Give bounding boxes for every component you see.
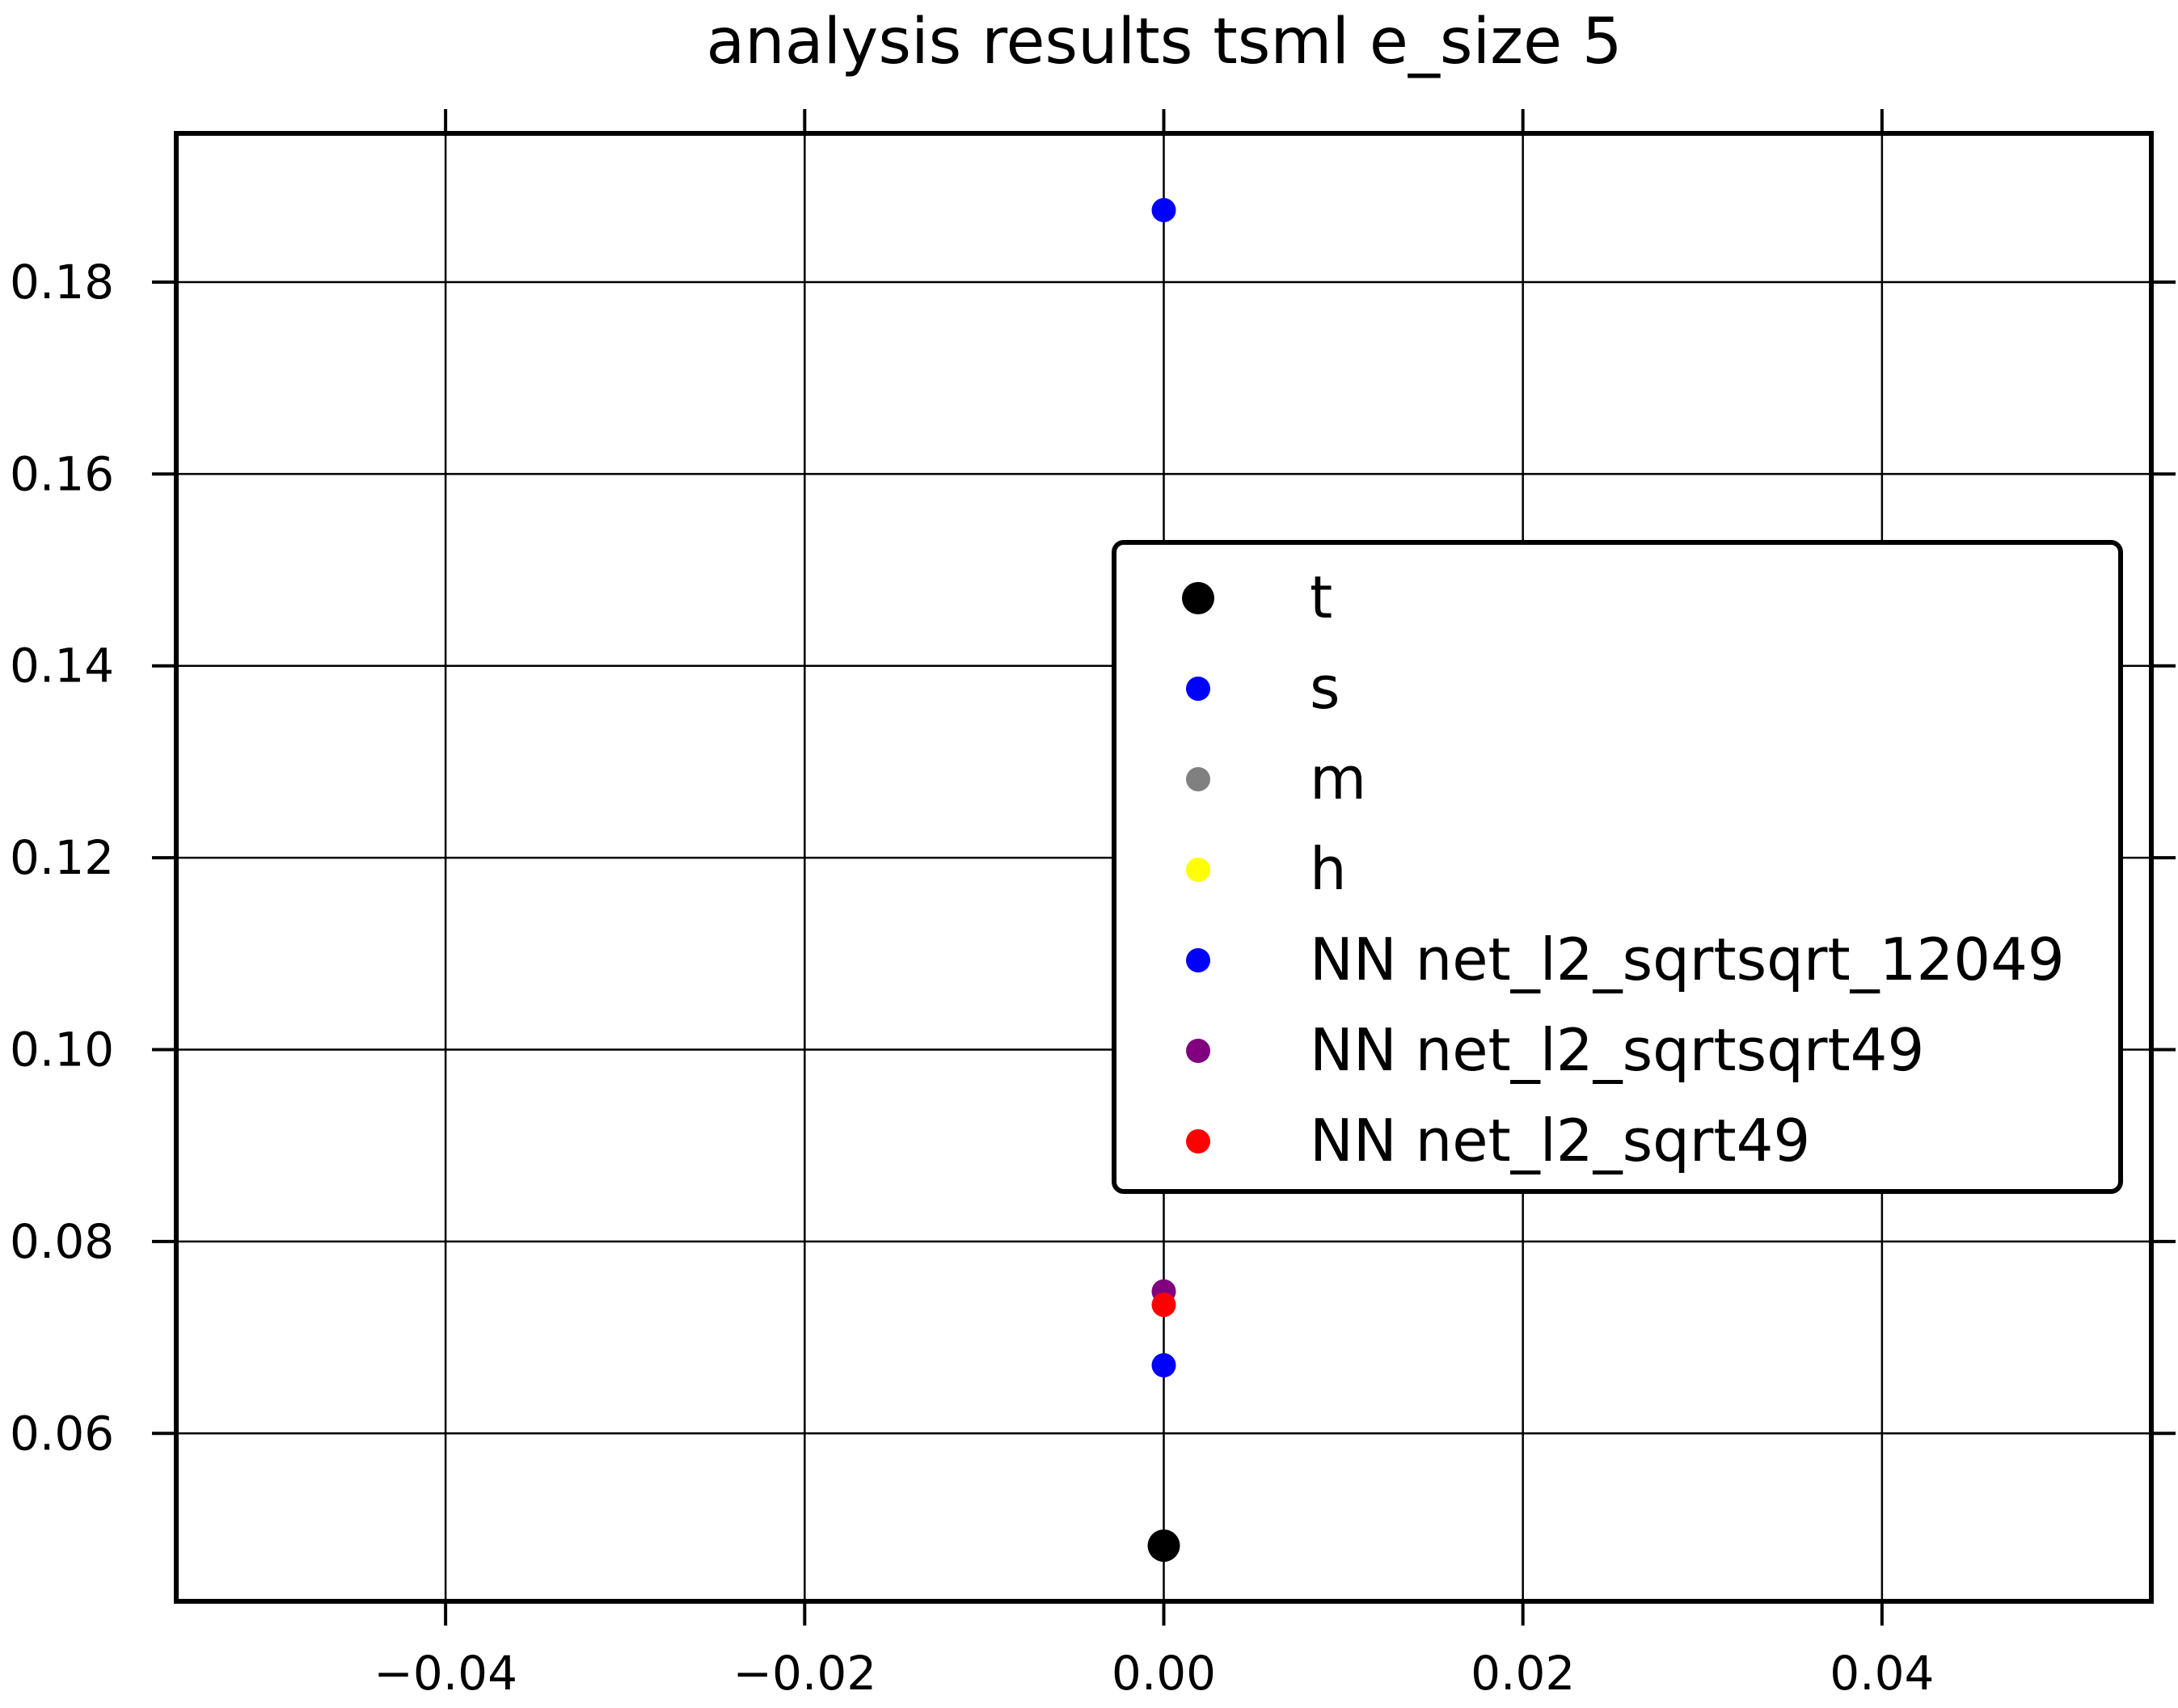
legend-marker (1186, 767, 1210, 791)
axis-ticks: −0.04 −0.02 0.00 0.02 0.04 0.06 0.08 0.10 0.12 0.… (10, 109, 2176, 1701)
legend-label: m (1310, 744, 1366, 812)
legend-marker (1186, 1039, 1210, 1063)
data-points (1147, 197, 1180, 1563)
legend-marker (1186, 677, 1210, 701)
x-tick-label: 0.00 (1112, 1646, 1216, 1701)
chart-title: analysis results tsml e_size 5 (706, 6, 1622, 78)
y-tick-label: 0.08 (10, 1214, 114, 1269)
y-tick-label: 0.14 (10, 639, 114, 694)
data-point (1151, 1293, 1176, 1318)
y-tick-label: 0.10 (10, 1023, 114, 1078)
plot-frame (174, 131, 2154, 1604)
legend-marker (1186, 948, 1210, 972)
data-point (1151, 197, 1176, 222)
data-point (1151, 1353, 1176, 1378)
legend-label: NN net_l2_sqrtsqrt_12049 (1310, 926, 2065, 993)
x-tick-label: 0.04 (1830, 1646, 1934, 1701)
data-point (1147, 1529, 1180, 1563)
y-tick-label: 0.18 (10, 255, 114, 310)
legend-label: s (1310, 654, 1340, 722)
legend-label: NN net_l2_sqrtsqrt49 (1310, 1016, 1924, 1084)
x-tick-label: −0.04 (374, 1646, 517, 1701)
legend-marker (1186, 858, 1210, 882)
x-tick-label: 0.02 (1471, 1646, 1575, 1701)
x-tick-label: −0.02 (732, 1646, 876, 1701)
legend-label: NN net_l2_sqrt49 (1310, 1107, 1810, 1175)
y-tick-label: 0.06 (10, 1406, 114, 1461)
legend-marker (1182, 582, 1214, 614)
y-tick-label: 0.12 (10, 830, 114, 885)
legend-label: h (1310, 835, 1347, 903)
legend-marker (1186, 1129, 1210, 1153)
y-tick-label: 0.16 (10, 446, 114, 501)
legend-label: t (1310, 563, 1332, 631)
legend-box (1112, 540, 2123, 1194)
